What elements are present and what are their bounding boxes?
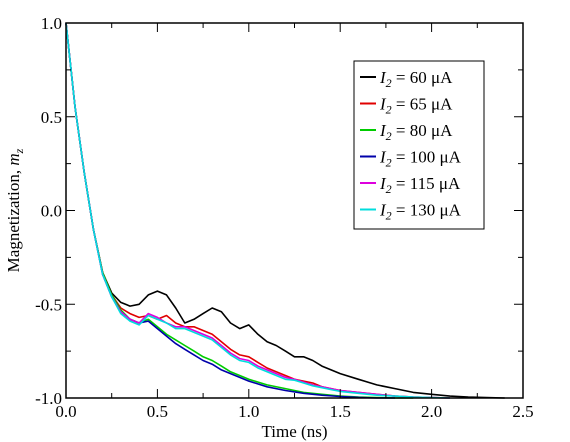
legend-entry-4: I2 = 115 μA: [379, 174, 461, 196]
y-axis-label: Magnetization, mz: [4, 148, 26, 272]
legend-subscript: 2: [386, 76, 392, 90]
x-tick-label: 1.0: [238, 402, 259, 421]
x-axis-label: Time (ns): [262, 422, 328, 441]
legend-entry-2: I2 = 80 μA: [379, 121, 453, 143]
y-axis-label-var: m: [4, 153, 23, 165]
legend-value: = 60 μA: [392, 68, 453, 87]
y-axis-label-main: Magnetization,: [4, 166, 23, 273]
legend-value: = 80 μA: [392, 121, 453, 140]
legend-box: [353, 60, 485, 230]
x-tick-label: 0.0: [55, 402, 76, 421]
legend-symbol: I: [379, 95, 387, 114]
legend-symbol: I: [379, 148, 387, 167]
legend-subscript: 2: [386, 156, 392, 170]
y-tick-label: 0.5: [41, 108, 62, 127]
x-tick-label: 1.5: [330, 402, 351, 421]
legend-subscript: 2: [386, 182, 392, 196]
legend-subscript: 2: [386, 129, 392, 143]
legend-entry-0: I2 = 60 μA: [379, 68, 453, 90]
legend-symbol: I: [379, 121, 387, 140]
legend-entry-1: I2 = 65 μA: [379, 95, 453, 117]
legend-symbol: I: [379, 174, 387, 193]
series-line-0: [65, 22, 505, 399]
y-tick-label: 1.0: [41, 14, 62, 33]
y-tick-label: -1.0: [35, 389, 62, 408]
y-axis-label-sub: z: [12, 148, 26, 154]
legend-symbol: I: [379, 68, 387, 87]
y-tick-label: -0.5: [35, 295, 62, 314]
legend-entry-5: I2 = 130 μA: [379, 201, 462, 223]
legend-subscript: 2: [386, 209, 392, 223]
legend-symbol: I: [379, 201, 387, 220]
legend-value: = 65 μA: [392, 95, 453, 114]
legend-subscript: 2: [386, 103, 392, 117]
legend-entry-3: I2 = 100 μA: [379, 148, 462, 170]
legend-value: = 115 μA: [392, 174, 461, 193]
x-tick-label: 0.5: [147, 402, 168, 421]
x-tick-label: 2.0: [421, 402, 442, 421]
ticks-layer: 0.0 0.5 1.0 1.5 2.0 2.5 -1.0 -0.5 0.0 0.5 1.0: [35, 14, 534, 421]
y-tick-label: 0.0: [41, 202, 62, 221]
legend-value: = 130 μA: [392, 201, 462, 220]
x-tick-label: 2.5: [512, 402, 533, 421]
legend-value: = 100 μA: [392, 148, 462, 167]
